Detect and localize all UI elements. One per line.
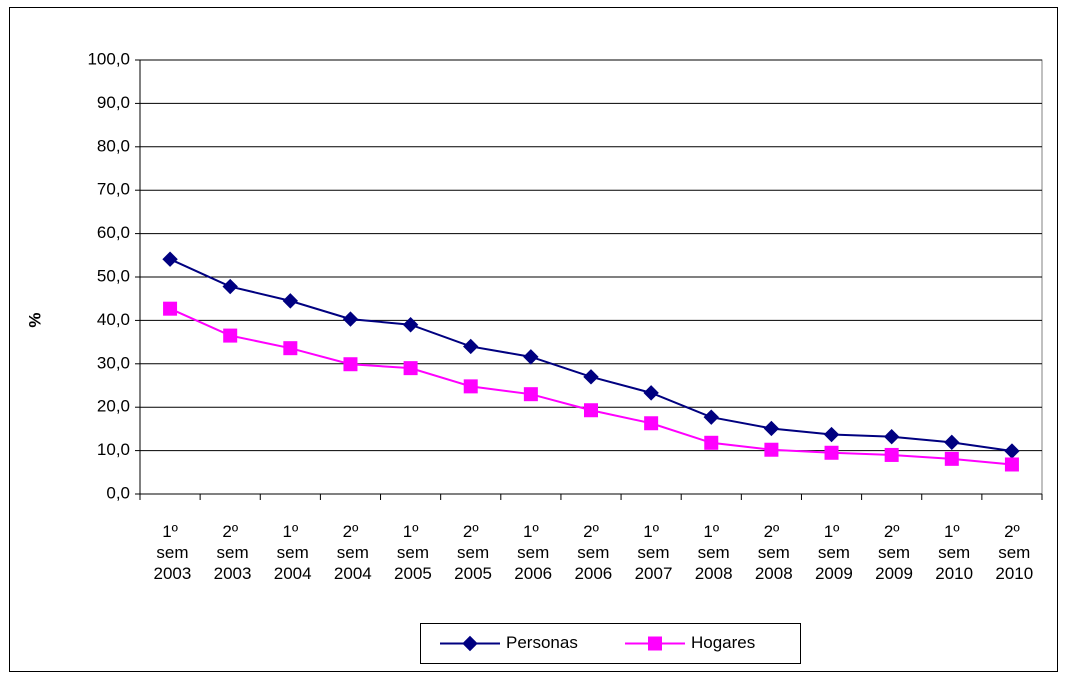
x-tick-label: 2º sem 2008 [750,522,793,583]
x-tick-label: 2º sem 2009 [870,522,913,583]
marker [342,311,359,327]
y-tick-label: 80,0 [97,136,130,155]
marker [283,341,298,356]
marker [1004,443,1020,459]
x-tick-label: 1º sem 2009 [810,522,853,583]
y-axis-label: % [25,312,44,327]
x-tick-label: 2º sem 2006 [570,522,613,583]
marker [703,409,719,425]
marker [403,361,418,376]
x-tick-label: 1º sem 2005 [389,522,432,583]
marker [282,293,299,309]
y-tick-label: 70,0 [97,180,130,199]
x-tick-label: 1º sem 2006 [510,522,553,583]
x-tick-label: 1º sem 2008 [690,522,733,583]
marker [462,635,478,652]
marker [944,434,960,451]
marker [162,251,178,267]
legend-label: Hogares [691,633,755,652]
y-tick-label: 30,0 [97,353,130,372]
marker [223,328,238,343]
legend-label: Personas [506,633,578,652]
marker [643,385,659,401]
marker [584,403,598,418]
marker [222,278,238,295]
x-tick-label: 2º sem 2010 [991,522,1034,583]
marker [644,416,659,431]
x-tick-label: 1º sem 2007 [630,522,673,583]
marker [463,338,479,355]
x-tick-label: 2º sem 2004 [329,522,372,583]
marker [763,420,780,437]
x-tick-label: 2º sem 2005 [449,522,492,583]
y-tick-label: 10,0 [97,440,130,459]
marker [463,379,478,394]
x-tick-label: 1º sem 2003 [149,522,192,583]
marker [583,369,599,385]
y-tick-label: 0,0 [106,483,130,502]
marker [402,317,419,333]
marker [163,301,178,316]
marker [704,435,719,450]
y-tick-label: 40,0 [97,310,130,329]
x-tick-label: 1º sem 2010 [931,522,974,583]
marker [764,442,779,457]
series-line [169,307,1013,466]
marker [944,451,959,466]
marker [1004,457,1019,472]
y-tick-label: 20,0 [97,397,130,416]
marker [824,445,839,460]
marker [883,429,900,445]
marker [884,447,899,462]
marker [523,387,538,402]
x-tick-label: 2º sem 2003 [209,522,252,583]
x-tick-label: 1º sem 2004 [269,522,312,583]
y-tick-label: 90,0 [97,93,130,112]
y-tick-label: 50,0 [97,266,130,285]
marker [523,349,539,365]
y-tick-label: 60,0 [97,223,130,242]
y-tick-label: 100,0 [87,49,130,68]
marker [343,357,358,372]
chart-frame [9,7,1058,672]
legend [420,623,801,664]
marker [823,426,840,443]
marker [648,636,662,651]
